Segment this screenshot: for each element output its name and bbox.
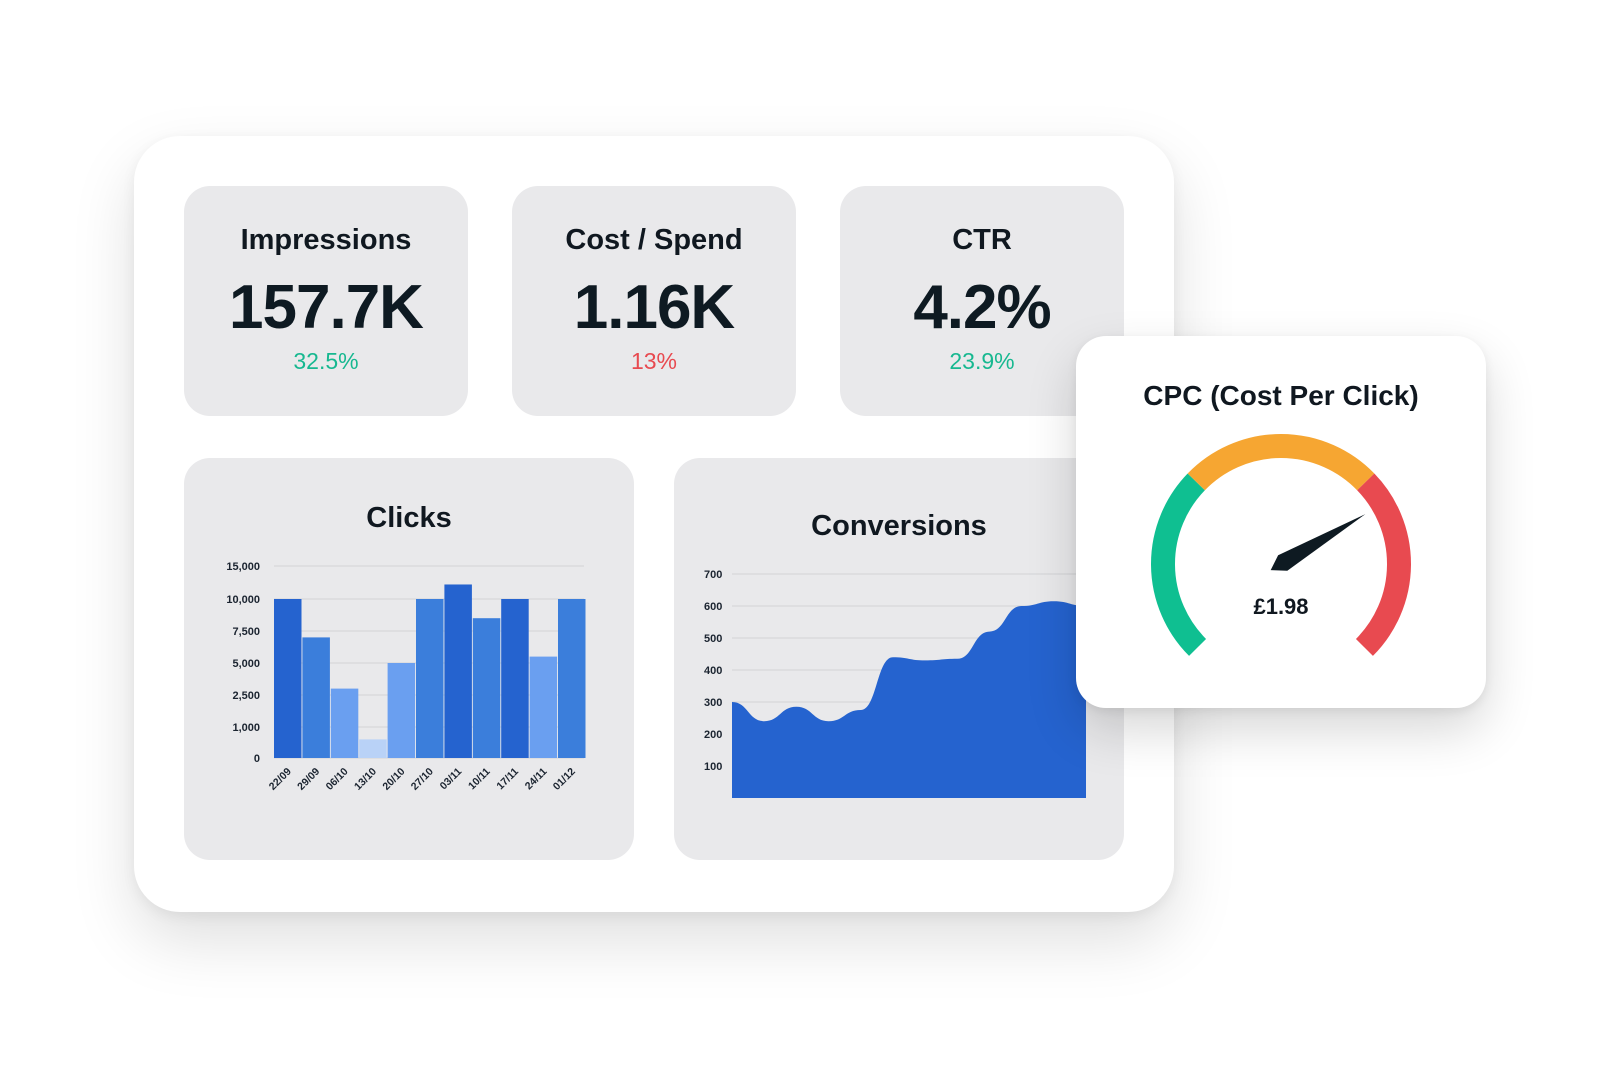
- kpi-title: Impressions: [240, 224, 412, 256]
- clicks-x-tick-label: 17/11: [494, 766, 521, 793]
- clicks-chart-panel[interactable]: Clicks 15,000 10,000 7,500 5,000 2,500 1,000 0…: [184, 458, 634, 860]
- clicks-x-tick-label: 10/11: [466, 766, 493, 793]
- cpc-gauge: £1.98: [1151, 434, 1411, 656]
- conversions-y-tick-label: 100: [704, 761, 722, 773]
- clicks-x-tick-label: 29/09: [295, 766, 322, 793]
- clicks-bar-chart: 15,000 10,000 7,500 5,000 2,500 1,000 0 22/09 29…: [226, 561, 586, 793]
- clicks-bar[interactable]: [558, 599, 586, 758]
- gauge-segment-green: [1151, 473, 1207, 656]
- conversions-y-tick-label: 300: [704, 697, 722, 709]
- clicks-y-tick-label: 0: [254, 753, 260, 765]
- conversions-y-tick-label: 200: [704, 729, 722, 741]
- clicks-x-tick-label: 24/11: [523, 766, 550, 793]
- clicks-x-tick-label: 06/10: [324, 766, 351, 793]
- kpi-change: 32.5%: [293, 348, 359, 374]
- clicks-x-tick-label: 03/11: [438, 766, 465, 793]
- clicks-chart-title: Clicks: [366, 502, 452, 534]
- conversions-area-chart: 700 600 500 400 300 200 100: [704, 569, 1086, 798]
- clicks-y-tick-label: 5,000: [232, 658, 260, 670]
- kpi-title: Cost / Spend: [565, 224, 743, 256]
- clicks-y-tick-label: 2,500: [232, 690, 260, 702]
- conversions-chart-title: Conversions: [811, 510, 987, 542]
- clicks-bar[interactable]: [529, 656, 558, 758]
- clicks-y-tick-label: 1,000: [232, 722, 260, 734]
- clicks-bar[interactable]: [387, 663, 416, 758]
- clicks-x-tick-label: 13/10: [352, 766, 379, 793]
- conversions-chart-panel[interactable]: Conversions 700 600 500 400 300 200 100: [674, 458, 1124, 860]
- clicks-bar[interactable]: [501, 599, 529, 758]
- clicks-bar[interactable]: [274, 599, 302, 758]
- kpi-value: 157.7K: [229, 273, 424, 342]
- conversions-area[interactable]: [732, 601, 1086, 798]
- clicks-bar[interactable]: [416, 599, 444, 758]
- clicks-y-tick-label: 10,000: [226, 594, 260, 606]
- kpi-change: 23.9%: [949, 348, 1015, 374]
- kpi-value: 1.16K: [573, 273, 735, 342]
- clicks-x-tick-label: 20/10: [380, 766, 407, 793]
- kpi-card-ctr[interactable]: CTR 4.2% 23.9%: [840, 186, 1124, 416]
- clicks-bar[interactable]: [472, 618, 501, 758]
- clicks-x-tick-label: 27/10: [409, 766, 436, 793]
- clicks-x-tick-label: 22/09: [267, 766, 294, 793]
- kpi-card-cost-spend[interactable]: Cost / Spend 1.16K 13%: [512, 186, 796, 416]
- kpi-value: 4.2%: [913, 273, 1051, 342]
- conversions-y-tick-label: 600: [704, 601, 722, 613]
- conversions-y-tick-label: 500: [704, 633, 722, 645]
- gauge-segment-orange: [1187, 434, 1375, 491]
- dashboard-card: Impressions 157.7K 32.5% Cost / Spend 1.…: [134, 136, 1174, 912]
- cpc-gauge-card[interactable]: CPC (Cost Per Click) £1.98: [1076, 336, 1486, 708]
- clicks-bar[interactable]: [330, 688, 359, 758]
- clicks-bar[interactable]: [444, 584, 472, 758]
- gauge-needle: [1270, 514, 1366, 571]
- clicks-x-tick-label: 01/12: [551, 766, 578, 793]
- clicks-bar[interactable]: [359, 739, 387, 758]
- conversions-y-tick-label: 700: [704, 569, 722, 581]
- clicks-y-tick-label: 7,500: [232, 626, 260, 638]
- cpc-title: CPC (Cost Per Click): [1143, 380, 1419, 411]
- clicks-bar[interactable]: [302, 637, 330, 758]
- cpc-value-label: £1.98: [1253, 594, 1308, 619]
- kpi-card-impressions[interactable]: Impressions 157.7K 32.5%: [184, 186, 468, 416]
- gauge-segment-red: [1355, 473, 1411, 656]
- kpi-change: 13%: [630, 348, 678, 374]
- kpi-title: CTR: [952, 224, 1012, 256]
- conversions-y-tick-label: 400: [704, 665, 722, 677]
- clicks-y-tick-label: 15,000: [226, 561, 260, 573]
